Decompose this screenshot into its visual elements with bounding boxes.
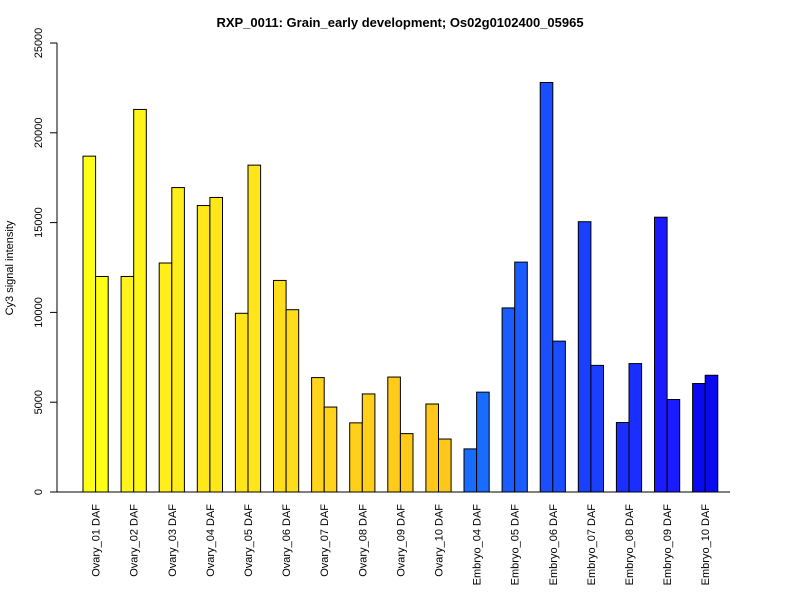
bar <box>171 187 185 493</box>
x-tick-label: Embryo_09 DAF <box>662 504 674 586</box>
x-tick-label: Ovary_03 DAF <box>167 504 179 577</box>
bar <box>133 108 147 493</box>
y-axis-ticks: 0 5000 10000 15000 20000 25000 <box>33 28 57 495</box>
bar <box>95 275 109 493</box>
bar <box>120 275 135 493</box>
y-tick-label: 0 <box>33 489 45 495</box>
bar <box>209 196 223 493</box>
y-tick-label: 20000 <box>33 118 45 149</box>
bar <box>463 448 478 493</box>
bar <box>666 399 681 493</box>
x-axis-tick-labels: Ovary_01 DAF Ovary_02 DAF Ovary_03 DAF Ovar… <box>91 504 713 586</box>
bar <box>234 312 249 493</box>
bar <box>590 364 605 493</box>
x-tick-label: Embryo_08 DAF <box>624 504 636 586</box>
bar <box>399 433 414 493</box>
x-tick-label: Ovary_01 DAF <box>91 504 103 577</box>
x-tick-label: Embryo_06 DAF <box>548 504 560 586</box>
bar <box>247 164 262 493</box>
bar <box>438 438 452 493</box>
x-tick-label: Ovary_10 DAF <box>434 504 446 577</box>
bar <box>285 309 300 493</box>
bar <box>552 340 566 493</box>
bars-group <box>82 82 719 493</box>
bar <box>82 155 97 493</box>
y-tick-label: 25000 <box>33 28 45 59</box>
x-tick-label: Embryo_04 DAF <box>472 504 484 586</box>
bar <box>361 393 376 493</box>
bar <box>273 279 287 493</box>
bar <box>387 376 401 493</box>
x-tick-label: Ovary_02 DAF <box>129 504 141 577</box>
chart-title: RXP_0011: Grain_early development; Os02g… <box>216 15 583 30</box>
bar <box>425 403 439 493</box>
x-tick-label: Embryo_07 DAF <box>586 504 598 586</box>
x-tick-label: Ovary_08 DAF <box>357 504 369 577</box>
bar <box>704 374 719 493</box>
x-tick-label: Ovary_04 DAF <box>205 504 217 577</box>
bar <box>539 82 554 493</box>
x-tick-label: Ovary_06 DAF <box>281 504 293 577</box>
bar <box>158 262 173 493</box>
bar <box>692 383 706 493</box>
y-axis-label: Cy3 signal intensity <box>4 220 16 315</box>
x-tick-label: Ovary_05 DAF <box>243 504 255 577</box>
x-tick-label: Ovary_09 DAF <box>395 504 407 577</box>
bar <box>628 363 643 493</box>
y-tick-label: 5000 <box>33 390 45 414</box>
bar <box>323 406 338 493</box>
bar <box>196 205 211 493</box>
bar <box>615 421 630 493</box>
x-tick-label: Embryo_10 DAF <box>700 504 712 586</box>
x-tick-label: Embryo_05 DAF <box>510 504 522 586</box>
bar <box>501 307 516 493</box>
x-tick-label: Ovary_07 DAF <box>319 504 331 577</box>
bar <box>654 216 668 493</box>
y-tick-label: 10000 <box>33 297 45 328</box>
bar <box>577 221 592 493</box>
y-tick-label: 15000 <box>33 207 45 238</box>
bar <box>349 422 363 493</box>
bar <box>476 391 490 493</box>
bar <box>311 377 325 493</box>
bar <box>514 261 528 493</box>
